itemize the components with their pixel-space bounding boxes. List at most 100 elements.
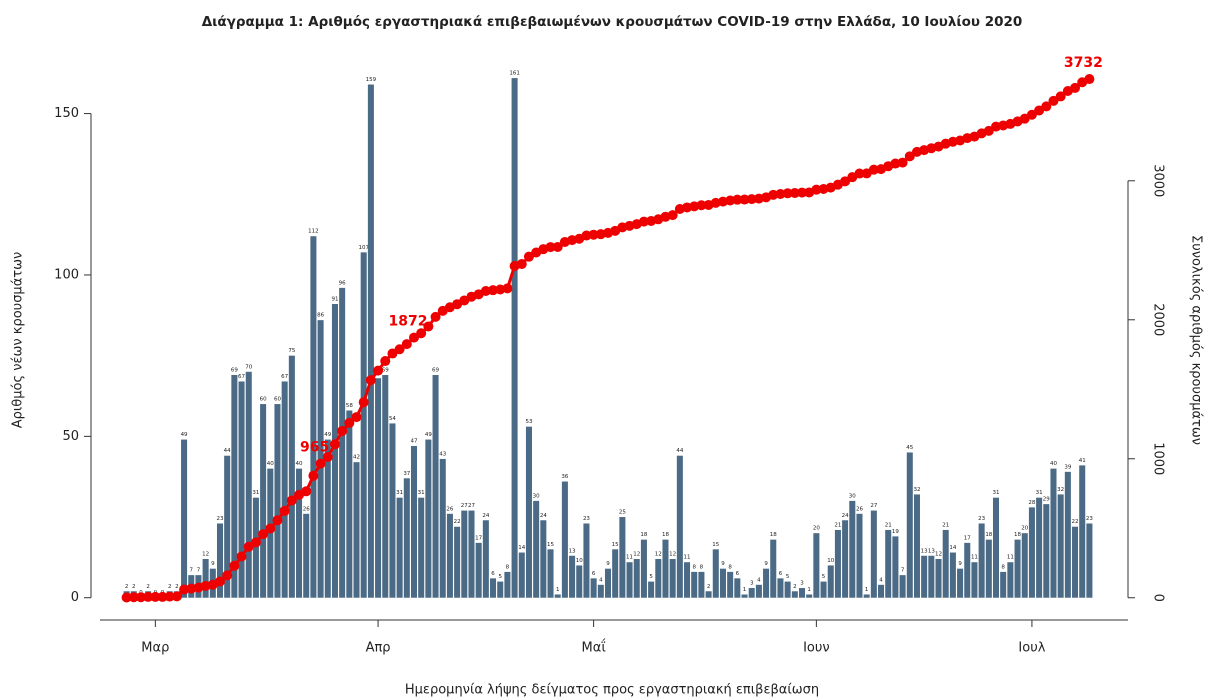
bar-value-label: 26 — [856, 506, 863, 512]
bar-value-label: 39 — [1064, 464, 1071, 470]
bar — [727, 571, 734, 598]
bar-value-label: 53 — [525, 419, 532, 425]
cumulative-point — [983, 125, 994, 136]
cumulative-point — [243, 541, 254, 552]
bar — [576, 565, 583, 598]
bar-value-label: 5 — [786, 574, 790, 580]
bar-value-label: 75 — [288, 348, 295, 354]
chart-title: Διάγραμμα 1: Αριθμός εργαστηριακά επιβεβ… — [202, 14, 1023, 30]
bar — [849, 500, 856, 598]
cumulative-point — [423, 321, 434, 332]
bar-value-label: 26 — [303, 506, 310, 512]
bar-value-label: 20 — [813, 526, 820, 532]
bar — [827, 565, 834, 598]
bar — [899, 575, 906, 598]
bar-value-label: 10 — [827, 558, 834, 564]
cumulative-point — [128, 592, 139, 603]
cumulative-point — [358, 397, 369, 408]
cumulative-point — [164, 591, 175, 602]
cumulative-point — [897, 157, 908, 168]
bar — [561, 481, 568, 598]
bar-value-label: 19 — [892, 529, 899, 535]
bar-value-label: 26 — [446, 506, 453, 512]
bar — [288, 355, 295, 598]
bar-value-label: 13 — [928, 548, 935, 554]
cumulative-point — [121, 592, 132, 603]
bar-value-label: 23 — [1086, 516, 1093, 522]
bar — [202, 558, 209, 598]
bar-value-label: 96 — [339, 280, 346, 286]
bar-value-label: 32 — [1057, 487, 1064, 493]
bar — [216, 523, 224, 598]
bar-value-label: 1 — [556, 587, 560, 593]
x-tick-label: Μαΐ — [582, 640, 607, 656]
bar-value-label: 15 — [712, 542, 719, 548]
bar-value-label: 3 — [750, 581, 754, 587]
cumulative-point — [854, 168, 865, 179]
bar-value-label: 5 — [649, 574, 653, 580]
cumulative-point — [1041, 101, 1052, 112]
cumulative-point — [1048, 95, 1059, 106]
y-tick-label: 0 — [71, 590, 79, 605]
bar — [813, 533, 820, 598]
bar-value-label: 12 — [202, 551, 209, 557]
cumulative-point — [638, 216, 649, 227]
bar — [763, 568, 770, 598]
bar-value-label: 9 — [958, 561, 962, 567]
bar-value-label: 17 — [964, 535, 971, 541]
bar — [1086, 523, 1093, 598]
bar — [296, 468, 303, 598]
bar — [633, 558, 640, 598]
bar-value-label: 21 — [834, 522, 841, 528]
bar-value-label: 60 — [260, 397, 267, 403]
bar — [957, 568, 964, 598]
bar-value-label: 30 — [533, 493, 540, 499]
bar — [1014, 539, 1021, 598]
y2-axis-label: Συνολικός αριθμός κρουσμάτων — [1189, 235, 1204, 445]
bar — [734, 578, 741, 598]
bar — [540, 520, 547, 598]
bar-value-label: 107 — [358, 245, 369, 251]
bar — [238, 381, 245, 598]
cumulative-point — [236, 551, 247, 562]
bar — [791, 591, 798, 598]
bar-value-label: 28 — [1028, 500, 1035, 506]
cumulative-point — [322, 451, 333, 462]
bar-value-label: 42 — [353, 455, 360, 461]
bar — [806, 594, 813, 598]
bar — [367, 84, 374, 598]
bar — [382, 375, 389, 598]
bar — [511, 78, 518, 598]
bar-value-label: 14 — [518, 545, 525, 551]
bar-value-label: 1 — [743, 587, 747, 593]
bar-value-label: 45 — [906, 445, 913, 451]
bar-value-label: 41 — [1079, 458, 1086, 464]
bar — [985, 539, 992, 598]
x-tick-label: Απρ — [366, 641, 391, 656]
bar — [475, 542, 482, 598]
y-axis-label: Αριθμός νέων κρουσμάτων — [11, 252, 26, 429]
bar — [346, 410, 353, 598]
bar — [928, 555, 935, 598]
bar-value-label: 23 — [583, 516, 590, 522]
bar — [461, 510, 468, 598]
bar-value-label: 7 — [901, 568, 905, 574]
bar-value-label: 1 — [865, 587, 869, 593]
cumulative-point — [416, 328, 427, 339]
bar-value-label: 37 — [403, 471, 410, 477]
cumulative-point — [344, 417, 355, 428]
cumulative-value-label: 965 — [300, 440, 329, 456]
bar — [1050, 468, 1057, 598]
bar-value-label: 49 — [181, 432, 188, 438]
bar — [252, 497, 259, 598]
bar-value-label: 11 — [1007, 555, 1014, 561]
cumulative-point — [811, 184, 822, 195]
cumulative-point — [739, 194, 750, 205]
bar-value-label: 69 — [382, 368, 389, 374]
bar-value-label: 12 — [655, 551, 662, 557]
bar-value-label: 6 — [779, 571, 783, 577]
bar-value-label: 2 — [146, 584, 150, 590]
bar — [619, 517, 626, 598]
bar-value-label: 18 — [985, 532, 992, 538]
